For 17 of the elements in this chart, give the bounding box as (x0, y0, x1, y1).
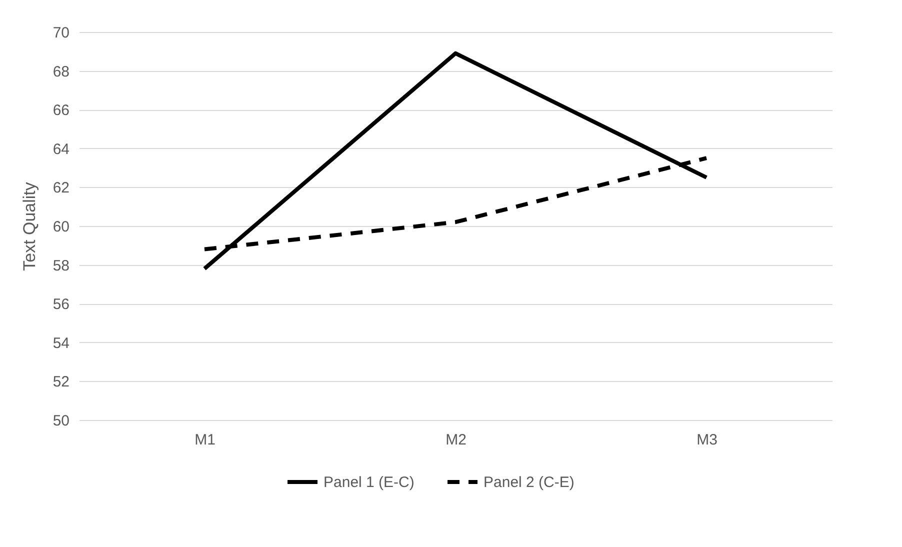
y-tick-label: 52 (52, 374, 70, 391)
x-tick-label: M1 (194, 432, 216, 448)
y-tick-label: 56 (52, 296, 70, 314)
y-tick-label: 70 (52, 24, 70, 42)
y-tick-label: 62 (52, 180, 70, 197)
x-tick-label: M2 (446, 432, 466, 448)
legend-label: Panel 2 (C-E) (484, 474, 574, 491)
y-axis-title: Text Quality (20, 182, 39, 271)
y-tick-label: 68 (52, 63, 70, 80)
y-tick-label: 66 (52, 102, 70, 120)
y-tick-label: 64 (52, 140, 70, 158)
y-tick-label: 50 (52, 412, 70, 430)
y-tick-label: 60 (52, 218, 70, 236)
legend-label: Panel 1 (E-C) (324, 474, 414, 491)
y-tick-label: 54 (52, 334, 70, 352)
y-tick-label: 58 (52, 257, 70, 274)
x-tick-label: M3 (696, 432, 718, 448)
